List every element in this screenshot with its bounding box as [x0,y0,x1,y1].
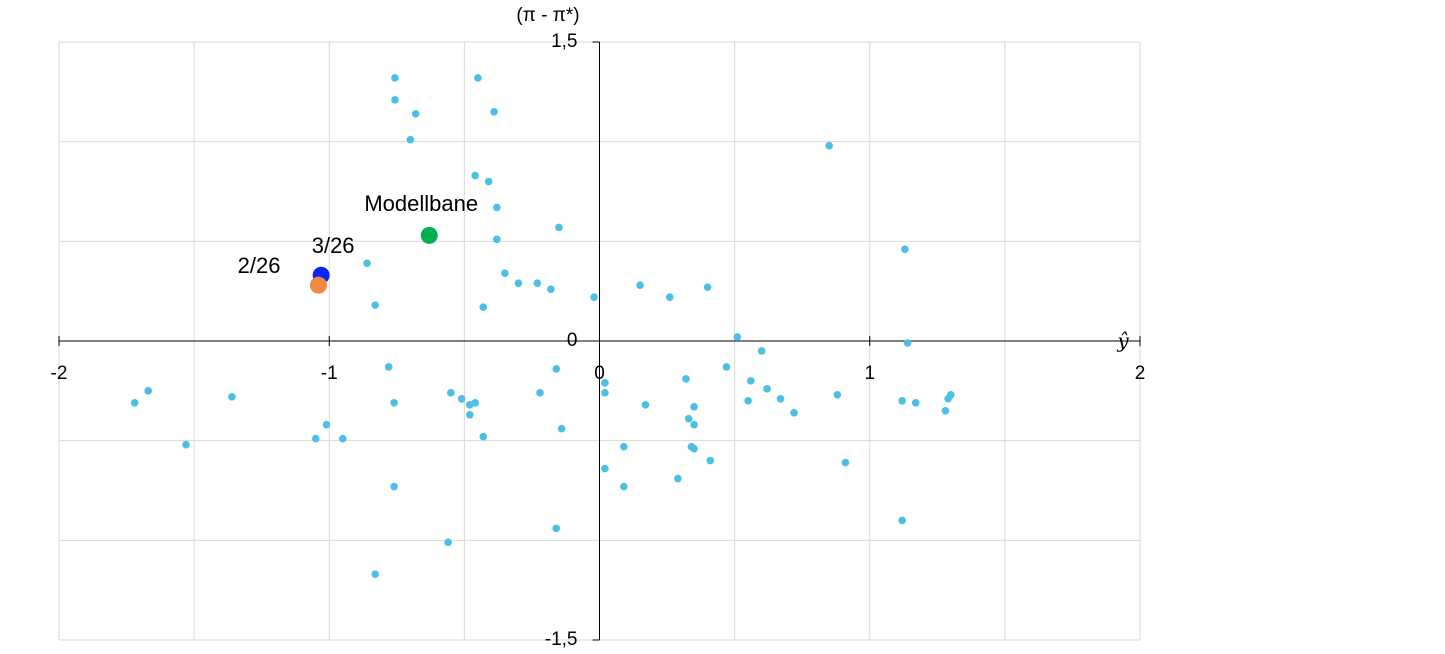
point [406,135,415,144]
point [682,375,690,383]
point [898,516,906,525]
point [390,482,398,491]
point [479,303,488,311]
y-tick-label: 1,5 [551,31,577,52]
point [706,456,715,465]
point [130,398,139,407]
point [833,391,842,399]
point [309,276,327,294]
point [690,420,698,429]
point [620,482,628,491]
point [457,395,466,403]
point [536,389,544,397]
point [514,279,523,287]
point [338,434,347,443]
x-tick-label: 0 [594,363,605,384]
point [790,408,798,417]
point [944,395,952,403]
point [601,379,609,387]
point-label: 3/26 [312,233,355,258]
x-tick-label: 1 [864,363,875,384]
point [490,107,498,116]
point [690,402,698,411]
point [903,339,912,347]
point [555,223,563,232]
point [901,245,909,254]
point [391,96,399,104]
point [841,458,850,467]
point [684,414,693,423]
point [322,420,331,429]
point [825,141,834,150]
point [363,259,371,268]
point [444,538,452,547]
point [228,393,236,401]
point [371,570,379,579]
point [636,281,644,289]
point [479,432,488,441]
point [690,444,698,453]
point [411,109,420,118]
point [391,74,399,82]
point [665,293,674,301]
point [447,389,455,397]
point [703,283,712,291]
point [552,365,561,373]
point [311,434,320,443]
point [384,363,393,371]
point-label: Modellbane [364,191,478,216]
point [493,203,501,212]
point [601,389,609,397]
point [898,397,906,405]
y-axis-title: (π - π*) [516,5,579,26]
point [484,177,493,186]
point [557,424,566,433]
point [493,235,501,244]
x-tick-label: -2 [51,363,68,384]
point [182,440,190,449]
point [465,410,474,419]
point [590,293,598,301]
x-tick-label: 2 [1135,363,1146,384]
point [465,400,474,409]
point [533,279,542,287]
point [420,226,438,244]
point [390,398,398,407]
point [757,347,766,355]
point [763,385,771,393]
point [641,400,650,409]
point [471,171,479,180]
point [144,387,152,395]
point [722,363,731,371]
y-tick-label: -1,5 [545,629,578,650]
point [552,524,561,533]
y-tick-label: 0 [567,330,578,351]
point [747,377,755,385]
point [733,333,742,341]
point [911,398,920,407]
point [620,442,628,451]
point [744,397,752,405]
point [941,406,950,415]
x-tick-label: -1 [321,363,338,384]
point [474,74,482,82]
point [674,474,682,483]
point [547,285,555,293]
point [601,464,609,473]
point [776,395,785,403]
point-label: 2/26 [238,253,281,278]
point [371,301,379,309]
point [501,269,509,278]
